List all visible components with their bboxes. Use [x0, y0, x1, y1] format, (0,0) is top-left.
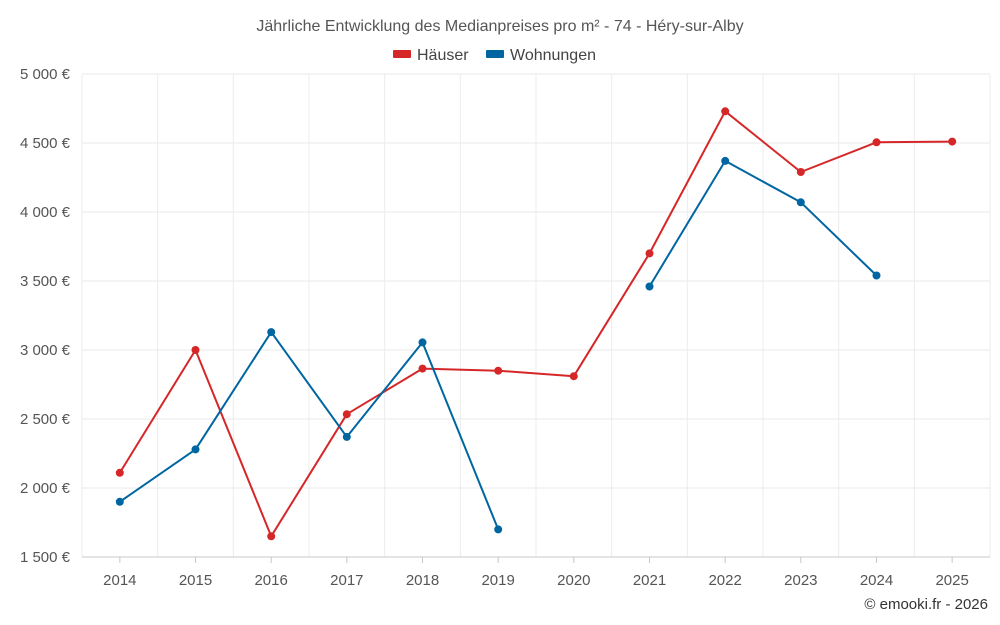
x-tick-label: 2024 [860, 572, 893, 589]
data-point-wohnungen-2024[interactable] [872, 271, 881, 280]
legend-swatch-haeuser [393, 50, 411, 58]
data-point-haeuser-2020[interactable] [569, 372, 578, 381]
credit: © emooki.fr - 2026 [864, 596, 988, 613]
x-tick-label: 2023 [784, 572, 817, 589]
series-line-wohnungen [648, 159, 878, 288]
data-point-haeuser-2015[interactable] [191, 346, 200, 354]
data-point-wohnungen-2017[interactable] [342, 432, 351, 441]
y-axis: 1 500 € 2 000 € 2 500 € 3 000 € 3 500 € 4 000… [20, 66, 71, 566]
data-point-wohnungen-2019[interactable] [494, 525, 503, 534]
y-tick-label: 2 000 € [20, 480, 71, 497]
x-tick-label: 2015 [179, 572, 212, 589]
x-tick-label: 2018 [406, 572, 439, 589]
legend: Häuser Wohnungen [393, 47, 596, 64]
data-point-haeuser-2024[interactable] [872, 138, 881, 147]
x-tick-label: 2014 [103, 572, 136, 589]
data-point-wohnungen-2018[interactable] [418, 338, 427, 347]
x-axis: 2014 2015 2016 2017 2018 2019 2020 2021 2022 2023… [82, 556, 990, 589]
y-tick-label: 4 500 € [20, 135, 71, 152]
series-layer [115, 107, 957, 541]
legend-swatch-wohnungen [486, 50, 504, 58]
data-point-haeuser-2021[interactable] [645, 249, 654, 258]
data-point-haeuser-2023[interactable] [796, 168, 805, 176]
x-tick-label: 2025 [935, 572, 968, 589]
data-point-haeuser-2017[interactable] [342, 410, 351, 419]
data-point-haeuser-2016[interactable] [267, 532, 276, 541]
y-tick-label: 5 000 € [20, 66, 71, 83]
legend-item-haeuser[interactable]: Häuser [393, 47, 469, 64]
y-tick-label: 4 000 € [20, 204, 71, 221]
series-line-wohnungen [119, 331, 500, 530]
chart-title: Jährliche Entwicklung des Medianpreises … [256, 18, 743, 35]
y-tick-label: 3 500 € [20, 273, 71, 290]
data-point-wohnungen-2015[interactable] [191, 445, 200, 454]
x-tick-label: 2022 [708, 572, 741, 589]
data-point-wohnungen-2014[interactable] [115, 497, 124, 506]
x-tick-label: 2019 [481, 572, 514, 589]
grid [81, 73, 991, 557]
x-tick-label: 2017 [330, 572, 363, 589]
data-point-haeuser-2019[interactable] [494, 366, 503, 375]
data-point-wohnungen-2021[interactable] [645, 282, 654, 291]
x-tick-label: 2016 [254, 572, 287, 589]
y-tick-label: 2 500 € [20, 411, 71, 428]
x-tick-label: 2021 [633, 572, 666, 589]
data-point-haeuser-2025[interactable] [948, 137, 957, 146]
data-point-haeuser-2014[interactable] [115, 468, 124, 477]
x-tick-label: 2020 [557, 572, 590, 589]
legend-item-wohnungen[interactable]: Wohnungen [486, 47, 596, 64]
data-point-wohnungen-2022[interactable] [721, 156, 730, 165]
data-point-wohnungen-2016[interactable] [267, 328, 276, 337]
data-point-wohnungen-2023[interactable] [796, 198, 805, 207]
data-point-haeuser-2022[interactable] [721, 107, 730, 116]
y-tick-label: 1 500 € [20, 549, 71, 566]
legend-label-wohnungen: Wohnungen [510, 47, 596, 64]
legend-label-haeuser: Häuser [417, 47, 469, 64]
series-line-haeuser [118, 110, 953, 538]
y-tick-label: 3 000 € [20, 342, 71, 359]
data-point-haeuser-2018[interactable] [418, 364, 427, 373]
